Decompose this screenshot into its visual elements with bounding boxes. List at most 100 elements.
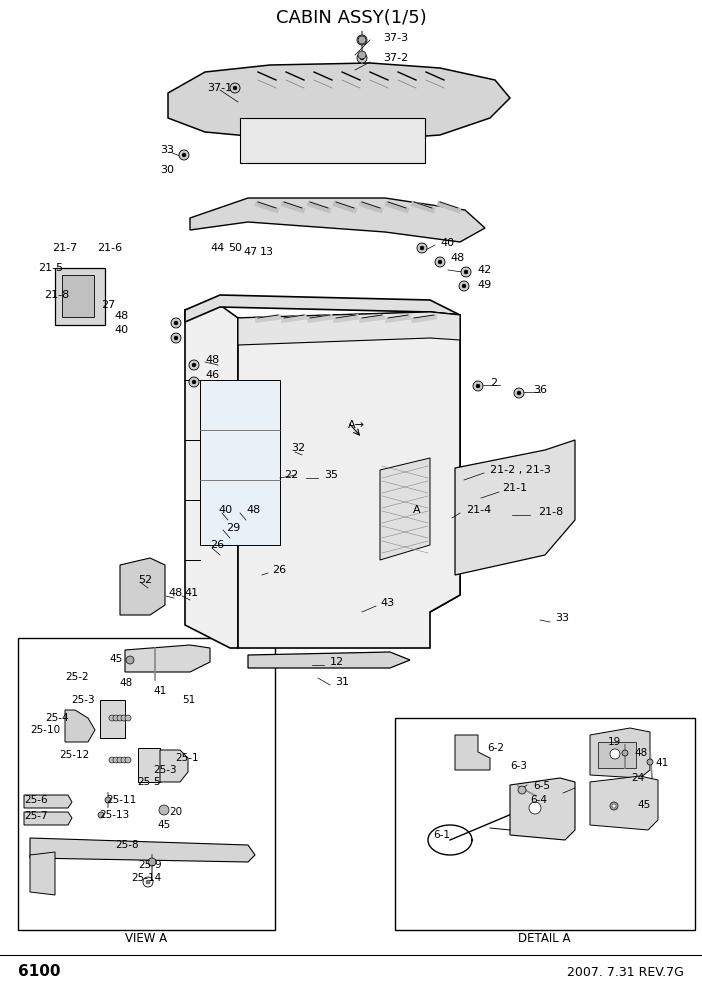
Text: 25-14: 25-14 bbox=[131, 873, 161, 883]
Text: 21-6: 21-6 bbox=[97, 243, 122, 253]
Text: 21-5: 21-5 bbox=[38, 263, 63, 273]
Text: 40: 40 bbox=[114, 325, 128, 335]
Text: 21-7: 21-7 bbox=[52, 243, 77, 253]
Bar bbox=[395, 718, 695, 930]
Text: DETAIL A: DETAIL A bbox=[518, 931, 570, 944]
Text: 2007. 7.31 REV.7G: 2007. 7.31 REV.7G bbox=[567, 965, 684, 978]
Circle shape bbox=[148, 858, 156, 866]
Text: 26: 26 bbox=[210, 540, 224, 550]
Text: 48: 48 bbox=[450, 253, 464, 263]
Text: 37-3: 37-3 bbox=[383, 33, 408, 43]
Polygon shape bbox=[185, 295, 460, 325]
Text: 25-1: 25-1 bbox=[175, 753, 199, 763]
Circle shape bbox=[105, 797, 111, 803]
Polygon shape bbox=[24, 812, 72, 825]
Text: 31: 31 bbox=[335, 677, 349, 687]
Polygon shape bbox=[238, 312, 460, 345]
Text: 48: 48 bbox=[119, 678, 132, 688]
Text: 30: 30 bbox=[160, 165, 174, 175]
Text: 25-3: 25-3 bbox=[153, 765, 177, 775]
Text: 33: 33 bbox=[160, 145, 174, 155]
Circle shape bbox=[121, 757, 127, 763]
Circle shape bbox=[113, 715, 119, 721]
Circle shape bbox=[98, 812, 104, 818]
Circle shape bbox=[647, 759, 653, 765]
Text: 19: 19 bbox=[608, 737, 621, 747]
Text: 25-6: 25-6 bbox=[24, 795, 48, 805]
Circle shape bbox=[189, 377, 199, 387]
Text: 29: 29 bbox=[226, 523, 240, 533]
Polygon shape bbox=[168, 63, 510, 140]
Bar bbox=[18, 638, 275, 930]
Polygon shape bbox=[238, 312, 460, 648]
Circle shape bbox=[610, 749, 620, 759]
Bar bbox=[200, 380, 280, 545]
Circle shape bbox=[610, 802, 618, 810]
Text: A: A bbox=[413, 505, 420, 515]
Text: 37-1: 37-1 bbox=[207, 83, 232, 93]
Circle shape bbox=[174, 321, 178, 325]
Circle shape bbox=[622, 750, 628, 756]
Text: 40: 40 bbox=[440, 238, 454, 248]
Circle shape bbox=[113, 757, 119, 763]
Circle shape bbox=[125, 757, 131, 763]
Circle shape bbox=[189, 360, 199, 370]
Circle shape bbox=[143, 877, 153, 887]
Circle shape bbox=[529, 802, 541, 814]
Polygon shape bbox=[120, 558, 165, 615]
Text: 25-3: 25-3 bbox=[71, 695, 95, 705]
Text: 45: 45 bbox=[157, 820, 171, 830]
Circle shape bbox=[117, 715, 123, 721]
Circle shape bbox=[420, 246, 424, 250]
Circle shape bbox=[358, 51, 366, 59]
Text: 6-2: 6-2 bbox=[487, 743, 504, 753]
Circle shape bbox=[612, 804, 616, 808]
Text: 37-2: 37-2 bbox=[383, 53, 409, 63]
Polygon shape bbox=[30, 838, 255, 862]
Text: 21-1: 21-1 bbox=[502, 483, 527, 493]
Text: 36: 36 bbox=[533, 385, 547, 395]
Text: 25-13: 25-13 bbox=[99, 810, 129, 820]
Text: 6-3: 6-3 bbox=[510, 761, 527, 771]
Text: VIEW A: VIEW A bbox=[125, 931, 167, 944]
Circle shape bbox=[192, 380, 196, 384]
Text: 25-5: 25-5 bbox=[137, 777, 161, 787]
Text: 48: 48 bbox=[168, 588, 183, 598]
Text: 25-2: 25-2 bbox=[65, 672, 88, 682]
Circle shape bbox=[357, 53, 367, 63]
Polygon shape bbox=[24, 795, 72, 808]
Polygon shape bbox=[380, 458, 430, 560]
Polygon shape bbox=[455, 735, 490, 770]
Text: 42: 42 bbox=[477, 265, 491, 275]
Polygon shape bbox=[185, 305, 238, 648]
Circle shape bbox=[109, 757, 115, 763]
Text: 13: 13 bbox=[260, 247, 274, 257]
Text: 25-9: 25-9 bbox=[138, 860, 161, 870]
Text: 41: 41 bbox=[655, 758, 668, 768]
Text: 6-5: 6-5 bbox=[533, 781, 550, 791]
Circle shape bbox=[518, 786, 526, 794]
Text: 52: 52 bbox=[138, 575, 152, 585]
Text: 2: 2 bbox=[490, 378, 497, 388]
Text: 21-8: 21-8 bbox=[44, 290, 69, 300]
Bar bbox=[598, 742, 636, 768]
Text: 25-10: 25-10 bbox=[30, 725, 60, 735]
Text: 20: 20 bbox=[169, 807, 182, 817]
Circle shape bbox=[182, 153, 186, 157]
Circle shape bbox=[117, 757, 123, 763]
Text: 48: 48 bbox=[114, 311, 128, 321]
Polygon shape bbox=[65, 710, 95, 742]
Text: 48: 48 bbox=[246, 505, 260, 515]
Circle shape bbox=[517, 391, 521, 395]
Text: 40: 40 bbox=[218, 505, 232, 515]
Text: 12: 12 bbox=[330, 657, 344, 667]
Text: 32: 32 bbox=[291, 443, 305, 453]
Circle shape bbox=[192, 363, 196, 367]
Polygon shape bbox=[55, 268, 105, 325]
Circle shape bbox=[230, 83, 240, 93]
Text: 6-1: 6-1 bbox=[433, 830, 450, 840]
Polygon shape bbox=[125, 645, 210, 672]
Text: 45: 45 bbox=[109, 654, 122, 664]
Text: 21-8: 21-8 bbox=[538, 507, 563, 517]
Text: 50: 50 bbox=[228, 243, 242, 253]
